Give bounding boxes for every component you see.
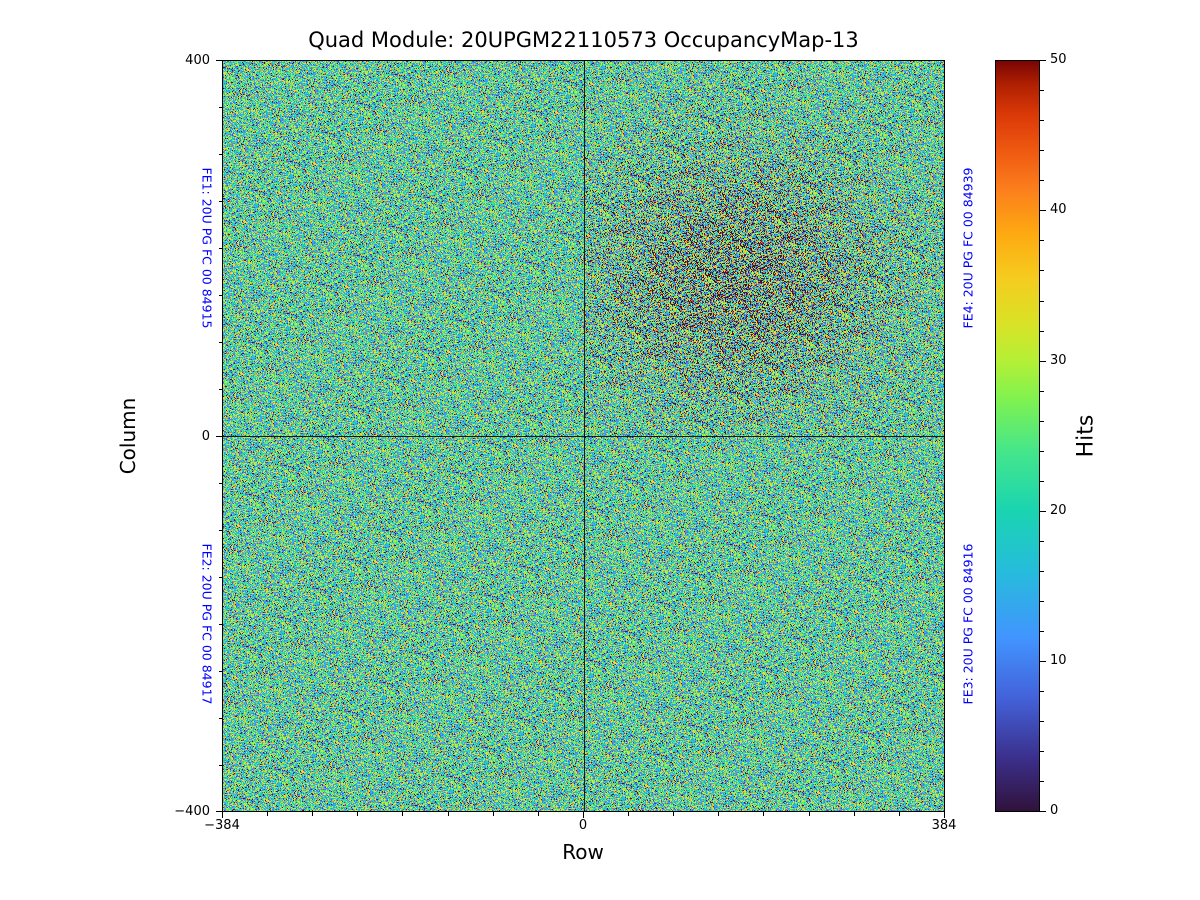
colorbar-label-0: 0 (1050, 803, 1059, 818)
ytick-minor (218, 389, 222, 391)
xtick-minor (357, 812, 359, 816)
xtick-minor (854, 812, 856, 816)
xtick-neg384 (222, 812, 224, 818)
ytick-minor (218, 201, 222, 203)
colorbar-tick-minor (1040, 631, 1044, 633)
colorbar-label-50: 50 (1050, 52, 1067, 67)
colorbar-tick-minor (1040, 90, 1044, 92)
colorbar-tick-30 (1040, 361, 1046, 363)
colorbar-tick-minor (1040, 180, 1044, 182)
ytick-label-neg400: −400 (174, 804, 210, 819)
y-axis-label: Column (116, 397, 140, 475)
ytick-minor (218, 671, 222, 673)
colorbar-tick-minor (1040, 301, 1044, 303)
xtick-label-neg384: −384 (204, 818, 240, 833)
xtick-minor (267, 812, 269, 816)
colorbar-hits (995, 60, 1040, 812)
colorbar-tick-minor (1040, 270, 1044, 272)
xtick-minor (809, 812, 811, 816)
colorbar-tick-0 (1040, 811, 1046, 813)
colorbar-tick-50 (1040, 60, 1046, 62)
xtick-label-384: 384 (931, 818, 957, 833)
colorbar-tick-10 (1040, 661, 1046, 663)
colorbar-tick-minor (1040, 120, 1044, 122)
colorbar-tick-minor (1040, 601, 1044, 603)
colorbar-tick-minor (1040, 421, 1044, 423)
ytick-minor (218, 718, 222, 720)
colorbar-tick-minor (1040, 781, 1044, 783)
ytick-neg400 (216, 811, 222, 813)
ytick-minor (218, 765, 222, 767)
ytick-label-400: 400 (185, 53, 210, 68)
page-title: Quad Module: 20UPGM22110573 OccupancyMap… (308, 28, 859, 52)
colorbar-title: Hits (1073, 414, 1099, 458)
ytick-minor (218, 107, 222, 109)
ytick-0 (216, 436, 222, 438)
xtick-minor (402, 812, 404, 816)
ytick-minor (218, 248, 222, 250)
xtick-minor (673, 812, 675, 816)
colorbar-tick-minor (1040, 571, 1044, 573)
colorbar-tick-minor (1040, 451, 1044, 453)
colorbar-tick-minor (1040, 691, 1044, 693)
xtick-minor (493, 812, 495, 816)
ytick-label-0: 0 (201, 429, 210, 444)
colorbar-tick-minor (1040, 391, 1044, 393)
ytick-minor (218, 342, 222, 344)
colorbar-tick-minor (1040, 541, 1044, 543)
ytick-minor (218, 483, 222, 485)
colorbar-tick-40 (1040, 210, 1046, 212)
colorbar-tick-minor (1040, 331, 1044, 333)
colorbar-label-40: 40 (1050, 202, 1067, 217)
xtick-minor (899, 812, 901, 816)
colorbar-tick-minor (1040, 721, 1044, 723)
xtick-minor (763, 812, 765, 816)
x-axis-label: Row (562, 840, 604, 864)
fe3-chip-label: FE3: 20U PG FC 00 84916 (960, 543, 976, 705)
xtick-minor (628, 812, 630, 816)
colorbar-tick-minor (1040, 240, 1044, 242)
fe1-chip-label: FE1: 20U PG FC 00 84915 (199, 167, 215, 329)
ytick-minor (218, 295, 222, 297)
ytick-minor (218, 154, 222, 156)
ytick-minor (218, 624, 222, 626)
xtick-minor (718, 812, 720, 816)
xtick-minor (538, 812, 540, 816)
fe2-chip-label: FE2: 20U PG FC 00 84917 (199, 543, 215, 705)
colorbar-label-10: 10 (1050, 653, 1067, 668)
colorbar-tick-minor (1040, 751, 1044, 753)
colorbar-label-30: 30 (1050, 353, 1067, 368)
colorbar-label-20: 20 (1050, 503, 1067, 518)
xtick-label-0: 0 (578, 818, 588, 833)
fe4-chip-label: FE4: 20U PG FC 00 84939 (960, 167, 976, 329)
xtick-minor (312, 812, 314, 816)
colorbar-tick-minor (1040, 481, 1044, 483)
ytick-400 (216, 60, 222, 62)
xtick-0 (583, 812, 585, 818)
colorbar-tick-20 (1040, 511, 1046, 513)
xtick-minor (448, 812, 450, 816)
xtick-384 (944, 812, 946, 818)
colorbar-tick-minor (1040, 150, 1044, 152)
quadrant-divider-horizontal (223, 436, 944, 437)
occupancy-heatmap-axes (222, 60, 945, 812)
ytick-minor (218, 577, 222, 579)
ytick-minor (218, 530, 222, 532)
